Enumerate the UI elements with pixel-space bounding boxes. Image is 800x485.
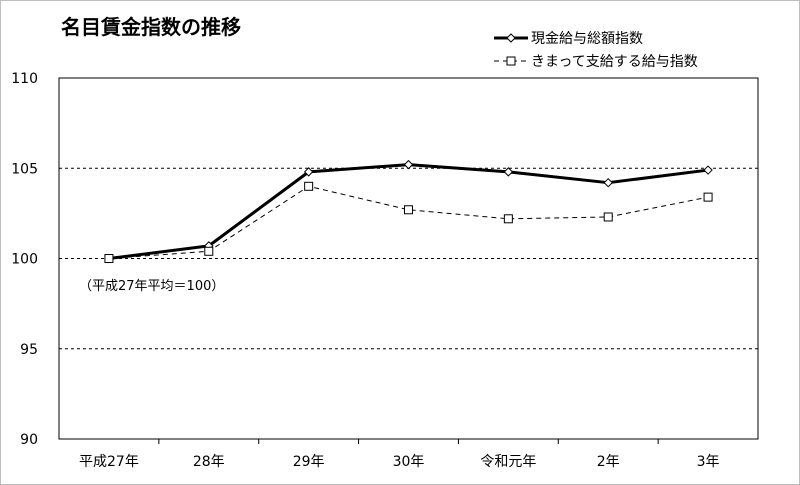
data-point-square <box>503 214 513 224</box>
data-point-square <box>703 192 713 202</box>
y-tick-label: 105 <box>11 161 38 177</box>
legend-label-series-1: 現金給与総額指数 <box>531 31 643 47</box>
y-tick-label: 100 <box>11 252 38 268</box>
y-tick-label: 90 <box>20 432 38 448</box>
data-point-diamond <box>503 167 514 177</box>
data-point-diamond <box>703 165 713 175</box>
data-point-square <box>404 205 413 215</box>
gridlines <box>59 167 758 350</box>
x-tick-label: 29年 <box>293 454 325 470</box>
series-layer <box>104 159 713 264</box>
data-point-diamond <box>303 167 314 177</box>
x-axis-ticks: 平成27年 28年 29年 30年 令和元年 2年 3年 <box>79 439 720 470</box>
y-axis-ticks: 90 95 100 105 110 <box>11 71 38 448</box>
x-tick-label: 30年 <box>393 454 425 470</box>
data-point-square <box>204 246 214 256</box>
data-point-square <box>104 254 114 263</box>
chart-annotation: （平成27年平均＝100） <box>79 279 224 294</box>
chart-title: 名目賃金指数の推移 <box>61 15 241 39</box>
x-tick-label: 28年 <box>193 454 225 470</box>
y-tick-label: 95 <box>20 342 38 358</box>
x-tick-label: 令和元年 <box>480 454 536 470</box>
legend: 現金給与総額指数 きまって支給する給与指数 <box>494 31 698 70</box>
x-tick-label: 2年 <box>597 454 620 470</box>
data-point-diamond <box>403 159 414 170</box>
legend-label-series-2: きまって支給する給与指数 <box>531 54 698 70</box>
x-tick-label: 平成27年 <box>79 454 139 470</box>
data-point-square <box>304 181 314 191</box>
x-tick-label: 3年 <box>697 454 720 470</box>
legend-marker-square <box>506 56 516 66</box>
y-tick-label: 110 <box>11 71 38 87</box>
legend-marker-diamond <box>506 33 516 43</box>
data-point-square <box>603 212 613 222</box>
data-point-diamond <box>603 177 613 188</box>
